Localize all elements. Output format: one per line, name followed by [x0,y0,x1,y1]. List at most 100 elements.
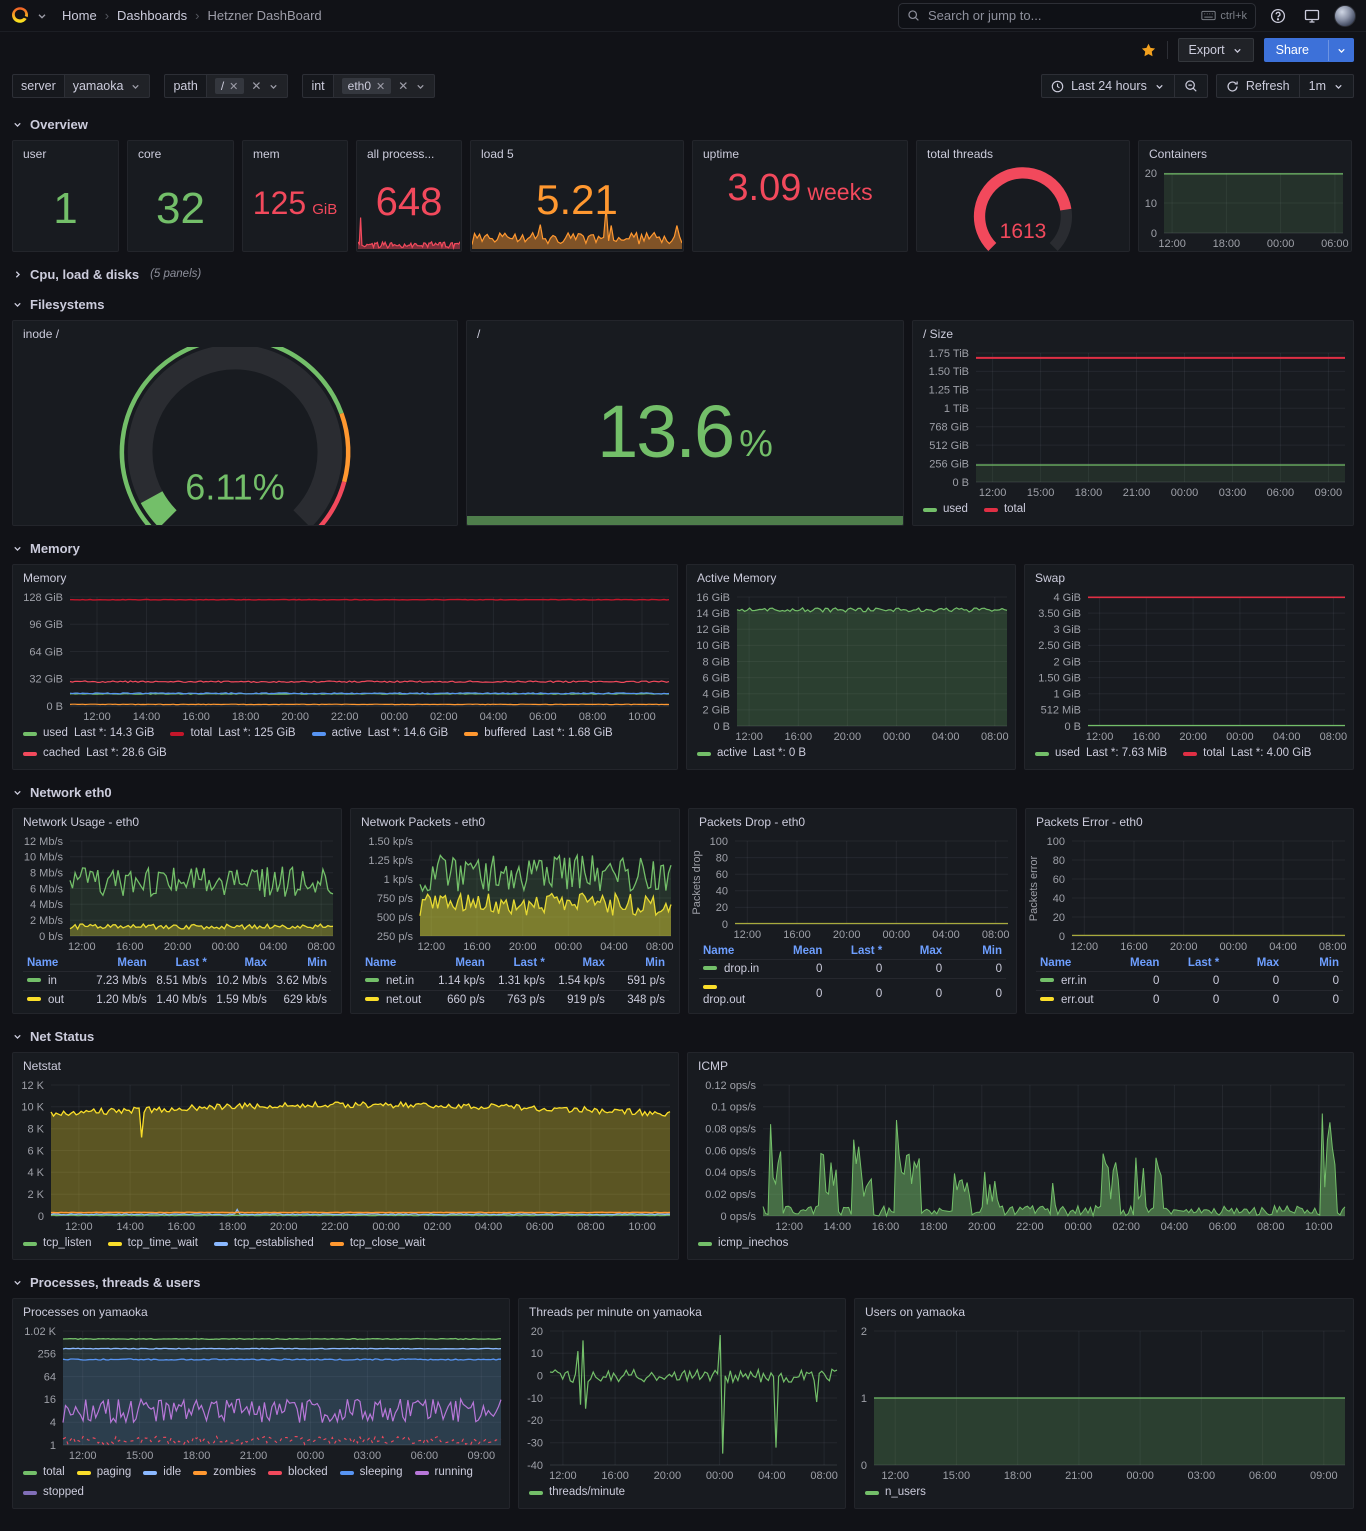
variable-path-value[interactable]: /✕ ✕ [207,74,289,98]
row-header-memory[interactable]: Memory [12,534,1354,562]
legend-table-row[interactable]: in7.23 Mb/s8.51 Mb/s10.2 Mb/s3.62 Mb/s [23,972,331,991]
avatar[interactable] [1334,5,1356,27]
legend-item[interactable]: tcp_time_wait [108,1236,198,1251]
legend-column-header[interactable]: Name [1036,954,1104,972]
panel-title[interactable]: Packets Error - eth0 [1036,815,1345,829]
clear-all-icon[interactable]: ✕ [398,79,408,93]
legend-item[interactable]: sleeping [340,1465,403,1480]
legend-item[interactable]: used [923,502,968,517]
legend-column-header[interactable]: Last * [1163,954,1223,972]
legend-item[interactable]: total [984,502,1026,517]
export-button[interactable]: Export [1178,38,1254,62]
legend-item[interactable]: blocked [268,1465,328,1480]
row-header-cpu-load-disks[interactable]: Cpu, load & disks(5 panels) [12,260,1354,288]
legend-column-header[interactable]: Max [886,942,946,960]
panel-title[interactable]: user [23,147,110,161]
legend-table-row[interactable]: net.out660 p/s763 p/s919 p/s348 p/s [361,991,669,1010]
row-header-net-status[interactable]: Net Status [12,1022,1354,1050]
legend-item[interactable]: cachedLast *: 28.6 GiB [23,746,167,761]
legend-column-header[interactable]: Mean [91,954,151,972]
panel-title[interactable]: load 5 [481,147,675,161]
variable-path-token[interactable]: /✕ [215,78,245,94]
panel-title[interactable]: Threads per minute on yamaoka [529,1305,837,1319]
legend-column-header[interactable]: Last * [151,954,211,972]
legend-column-header[interactable]: Min [271,954,331,972]
panel-title[interactable]: Users on yamaoka [865,1305,1345,1319]
legend-column-header[interactable]: Min [946,942,1006,960]
legend-item[interactable]: n_users [865,1485,926,1500]
legend-item[interactable]: icmp_inechos [698,1236,788,1251]
legend-item[interactable]: idle [143,1465,181,1480]
panel-title[interactable]: / Size [923,327,1345,341]
share-dropdown-arrow[interactable] [1328,40,1354,61]
legend-table-row[interactable]: out1.20 Mb/s1.40 Mb/s1.59 Mb/s629 kb/s [23,991,331,1010]
panel-title[interactable]: / [477,327,895,341]
panel-title[interactable]: Memory [23,571,669,585]
legend-table-row[interactable]: drop.in0000 [699,960,1006,979]
legend-item[interactable]: totalLast *: 4.00 GiB [1183,746,1311,761]
panel-title[interactable]: total threads [927,147,1121,161]
legend-column-header[interactable]: Last * [489,954,549,972]
chevron-down-icon[interactable] [36,10,48,22]
legend-column-header[interactable]: Min [609,954,669,972]
row-header-processes[interactable]: Processes, threads & users [12,1268,1354,1296]
legend-item[interactable]: total [23,1465,65,1480]
breadcrumb-home[interactable]: Home [62,8,97,23]
legend-column-header[interactable]: Mean [767,942,827,960]
time-range-picker[interactable]: Last 24 hours [1041,74,1175,98]
panel-title[interactable]: Packets Drop - eth0 [699,815,1008,829]
panel-title[interactable]: mem [253,147,339,161]
legend-column-header[interactable]: Name [361,954,429,972]
legend-item[interactable]: usedLast *: 7.63 MiB [1035,746,1167,761]
refresh-button[interactable]: Refresh [1216,74,1300,98]
panel-title[interactable]: Processes on yamaoka [23,1305,501,1319]
legend-column-header[interactable]: Max [1223,954,1283,972]
legend-item[interactable]: tcp_listen [23,1236,92,1251]
legend-item[interactable]: paging [77,1465,132,1480]
legend-item[interactable]: usedLast *: 14.3 GiB [23,726,154,741]
row-header-overview[interactable]: Overview [12,110,1354,138]
panel-title[interactable]: Network Usage - eth0 [23,815,333,829]
legend-item[interactable]: bufferedLast *: 1.68 GiB [464,726,613,741]
panel-title[interactable]: Netstat [23,1059,670,1073]
panel-title[interactable]: inode / [23,327,449,341]
variable-server-value[interactable]: yamaoka [65,74,151,98]
panel-title[interactable]: Active Memory [697,571,1007,585]
variable-int-value[interactable]: eth0✕ ✕ [334,74,436,98]
row-header-filesystems[interactable]: Filesystems [12,290,1354,318]
legend-column-header[interactable]: Name [23,954,91,972]
legend-column-header[interactable]: Mean [429,954,489,972]
legend-item[interactable]: tcp_established [214,1236,314,1251]
legend-table-row[interactable]: net.in1.14 kp/s1.31 kp/s1.54 kp/s591 p/s [361,972,669,991]
zoom-out-button[interactable] [1175,74,1208,98]
legend-item[interactable]: running [415,1465,473,1480]
legend-column-header[interactable]: Name [699,942,767,960]
row-header-network[interactable]: Network eth0 [12,778,1354,806]
legend-table-row[interactable]: err.out0000 [1036,991,1343,1010]
grafana-logo[interactable] [10,6,30,26]
breadcrumb-dashboards[interactable]: Dashboards [117,8,187,23]
panel-title[interactable]: Network Packets - eth0 [361,815,671,829]
legend-table-row[interactable]: err.in0000 [1036,972,1343,991]
search-input[interactable]: Search or jump to... ctrl+k [898,3,1256,29]
legend-item[interactable]: zombies [193,1465,256,1480]
legend-item[interactable]: activeLast *: 14.6 GiB [312,726,449,741]
legend-column-header[interactable]: Last * [826,942,886,960]
panel-title[interactable]: core [138,147,225,161]
favorite-star-button[interactable] [1140,42,1157,59]
clear-all-icon[interactable]: ✕ [251,79,261,93]
remove-token-icon[interactable]: ✕ [229,80,238,93]
panel-title[interactable]: Containers [1149,147,1343,161]
news-button[interactable] [1300,4,1324,28]
legend-item[interactable]: activeLast *: 0 B [697,746,806,761]
legend-item[interactable]: threads/minute [529,1485,625,1500]
legend-column-header[interactable]: Mean [1104,954,1164,972]
legend-item[interactable]: totalLast *: 125 GiB [170,726,295,741]
share-button[interactable]: Share [1264,38,1354,62]
legend-item[interactable]: tcp_close_wait [330,1236,425,1251]
legend-item[interactable]: stopped [23,1485,84,1500]
variable-int-token[interactable]: eth0✕ [342,78,392,94]
panel-title[interactable]: Swap [1035,571,1345,585]
help-button[interactable] [1266,4,1290,28]
panel-title[interactable]: all process... [367,147,453,161]
